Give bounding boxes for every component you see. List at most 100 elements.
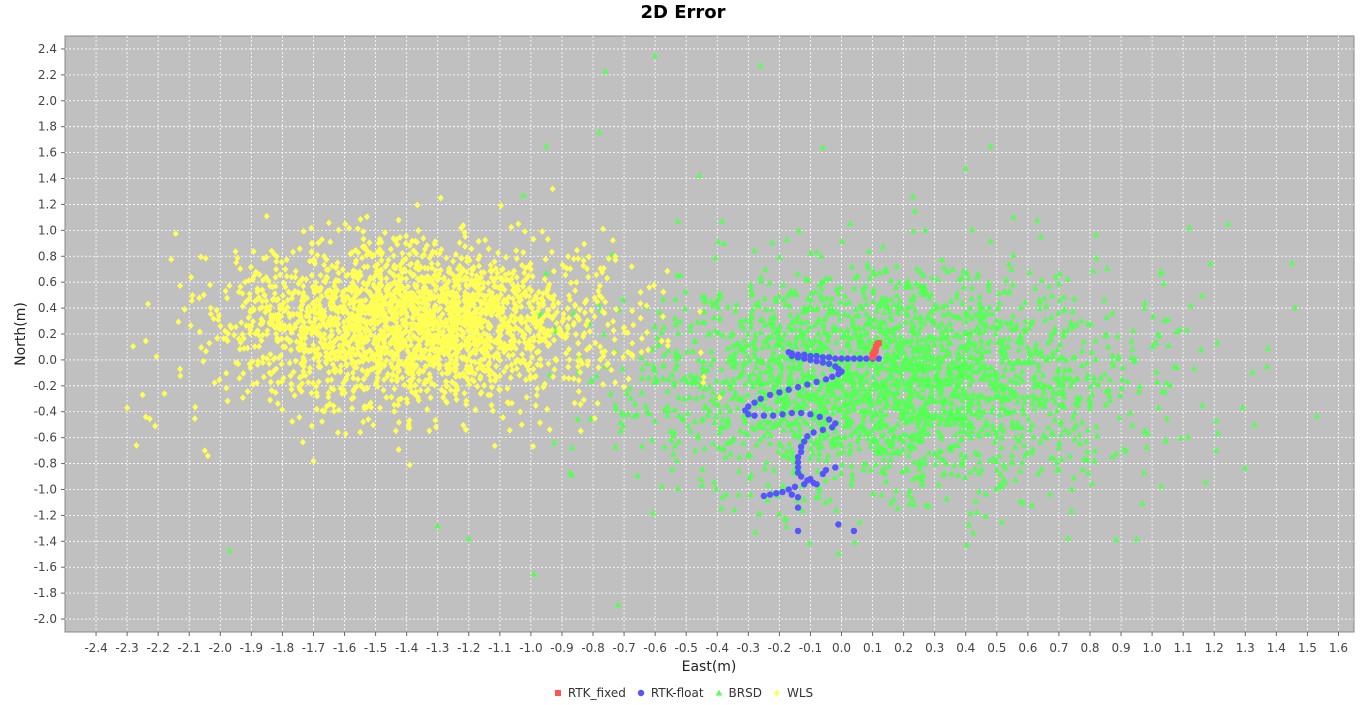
data-point-WLS: [177, 372, 184, 380]
data-point-BRSD: [735, 453, 743, 460]
data-point-BRSD: [1214, 339, 1221, 346]
data-point-WLS: [472, 406, 479, 414]
data-point-WLS: [625, 375, 632, 383]
data-point-BRSD: [1114, 355, 1122, 362]
data-point-WLS: [288, 329, 295, 337]
data-point-BRSD: [935, 323, 942, 330]
data-point-BRSD: [763, 458, 771, 465]
data-point-BRSD: [691, 337, 699, 344]
data-point-BRSD: [1093, 432, 1101, 439]
data-point-BRSD: [1056, 341, 1064, 348]
data-point-WLS: [580, 262, 587, 270]
data-point-BRSD: [925, 365, 932, 372]
data-point-BRSD: [737, 427, 744, 434]
data-point-WLS: [426, 254, 433, 262]
data-point-BRSD: [955, 471, 962, 478]
data-point-BRSD: [967, 397, 974, 404]
data-point-BRSD: [861, 293, 869, 300]
data-point-BRSD: [994, 374, 1001, 381]
data-point-BRSD: [710, 314, 718, 321]
data-point-BRSD: [765, 343, 773, 350]
data-point-BRSD: [954, 355, 961, 362]
data-point-WLS: [530, 315, 537, 323]
data-point-BRSD: [980, 314, 987, 321]
data-point-BRSD: [820, 278, 827, 285]
data-point-BRSD: [804, 327, 811, 334]
data-point-BRSD: [853, 399, 860, 406]
data-point-BRSD: [934, 452, 941, 459]
data-point-BRSD: [1083, 375, 1091, 382]
data-point-BRSD: [967, 509, 974, 516]
data-point-WLS: [600, 264, 607, 272]
data-point-BRSD: [768, 364, 775, 371]
data-point-BRSD: [664, 411, 671, 418]
data-point-BRSD: [1031, 284, 1039, 291]
data-point-BRSD: [660, 362, 668, 369]
data-point-BRSD: [1041, 294, 1048, 301]
data-point-BRSD: [992, 429, 1000, 436]
data-point-BRSD: [820, 315, 828, 322]
data-point-BRSD: [1097, 374, 1104, 381]
data-point-BRSD: [1012, 433, 1019, 440]
data-point-BRSD: [1102, 332, 1109, 339]
data-point-BRSD: [929, 337, 936, 344]
data-point-WLS: [402, 358, 409, 366]
data-point-WLS: [416, 366, 423, 374]
data-point-BRSD: [904, 398, 912, 405]
data-point-BRSD: [998, 421, 1005, 428]
data-point-WLS: [432, 267, 439, 275]
data-point-WLS: [296, 331, 303, 339]
data-point-BRSD: [1135, 388, 1143, 395]
data-point-WLS: [700, 373, 707, 381]
data-point-BRSD: [1106, 396, 1114, 403]
data-point-BRSD: [780, 415, 787, 422]
data-point-WLS: [207, 310, 214, 318]
data-point-BRSD: [966, 328, 974, 335]
data-point-BRSD: [1076, 431, 1083, 438]
data-point-BRSD: [1007, 385, 1014, 392]
data-point-BRSD: [896, 279, 903, 286]
data-point-BRSD: [701, 385, 709, 392]
data-point-BRSD: [733, 301, 740, 308]
data-point-BRSD: [724, 358, 731, 365]
data-point-BRSD: [1035, 366, 1042, 373]
data-point-BRSD: [854, 272, 861, 279]
data-point-BRSD: [729, 342, 736, 349]
data-point-BRSD: [1091, 447, 1099, 454]
data-point-WLS: [271, 295, 278, 303]
data-point-BRSD: [813, 248, 820, 255]
data-point-BRSD: [907, 376, 914, 383]
data-point-BRSD: [899, 446, 907, 453]
data-point-BRSD: [651, 367, 659, 374]
data-point-BRSD: [875, 419, 882, 426]
data-point-BRSD: [928, 421, 935, 428]
data-point-BRSD: [759, 343, 766, 350]
data-point-BRSD: [779, 483, 786, 490]
data-point-BRSD: [1084, 448, 1091, 455]
data-point-BRSD: [870, 323, 877, 330]
data-point-BRSD: [915, 433, 923, 440]
data-point-BRSD: [709, 302, 716, 309]
data-point-BRSD: [925, 449, 932, 456]
data-point-BRSD: [637, 354, 645, 361]
data-point-BRSD: [837, 283, 844, 290]
data-point-BRSD: [773, 327, 781, 334]
data-point-BRSD: [1006, 408, 1013, 415]
data-point-BRSD: [716, 289, 723, 296]
data-point-BRSD: [1000, 335, 1008, 342]
data-point-BRSD: [1093, 254, 1100, 261]
data-point-BRSD: [800, 397, 807, 404]
data-point-WLS: [491, 258, 498, 266]
data-point-WLS: [367, 399, 374, 407]
data-point-BRSD: [792, 416, 800, 423]
data-point-BRSD: [894, 352, 902, 359]
data-point-BRSD: [957, 451, 965, 458]
data-point-BRSD: [642, 402, 649, 409]
data-point-BRSD: [1047, 384, 1054, 391]
data-point-BRSD: [1056, 270, 1064, 277]
data-point-BRSD: [960, 358, 968, 365]
data-point-BRSD: [1087, 320, 1095, 327]
data-point-WLS: [638, 335, 645, 342]
data-point-BRSD: [936, 335, 944, 342]
data-point-BRSD: [687, 371, 694, 378]
